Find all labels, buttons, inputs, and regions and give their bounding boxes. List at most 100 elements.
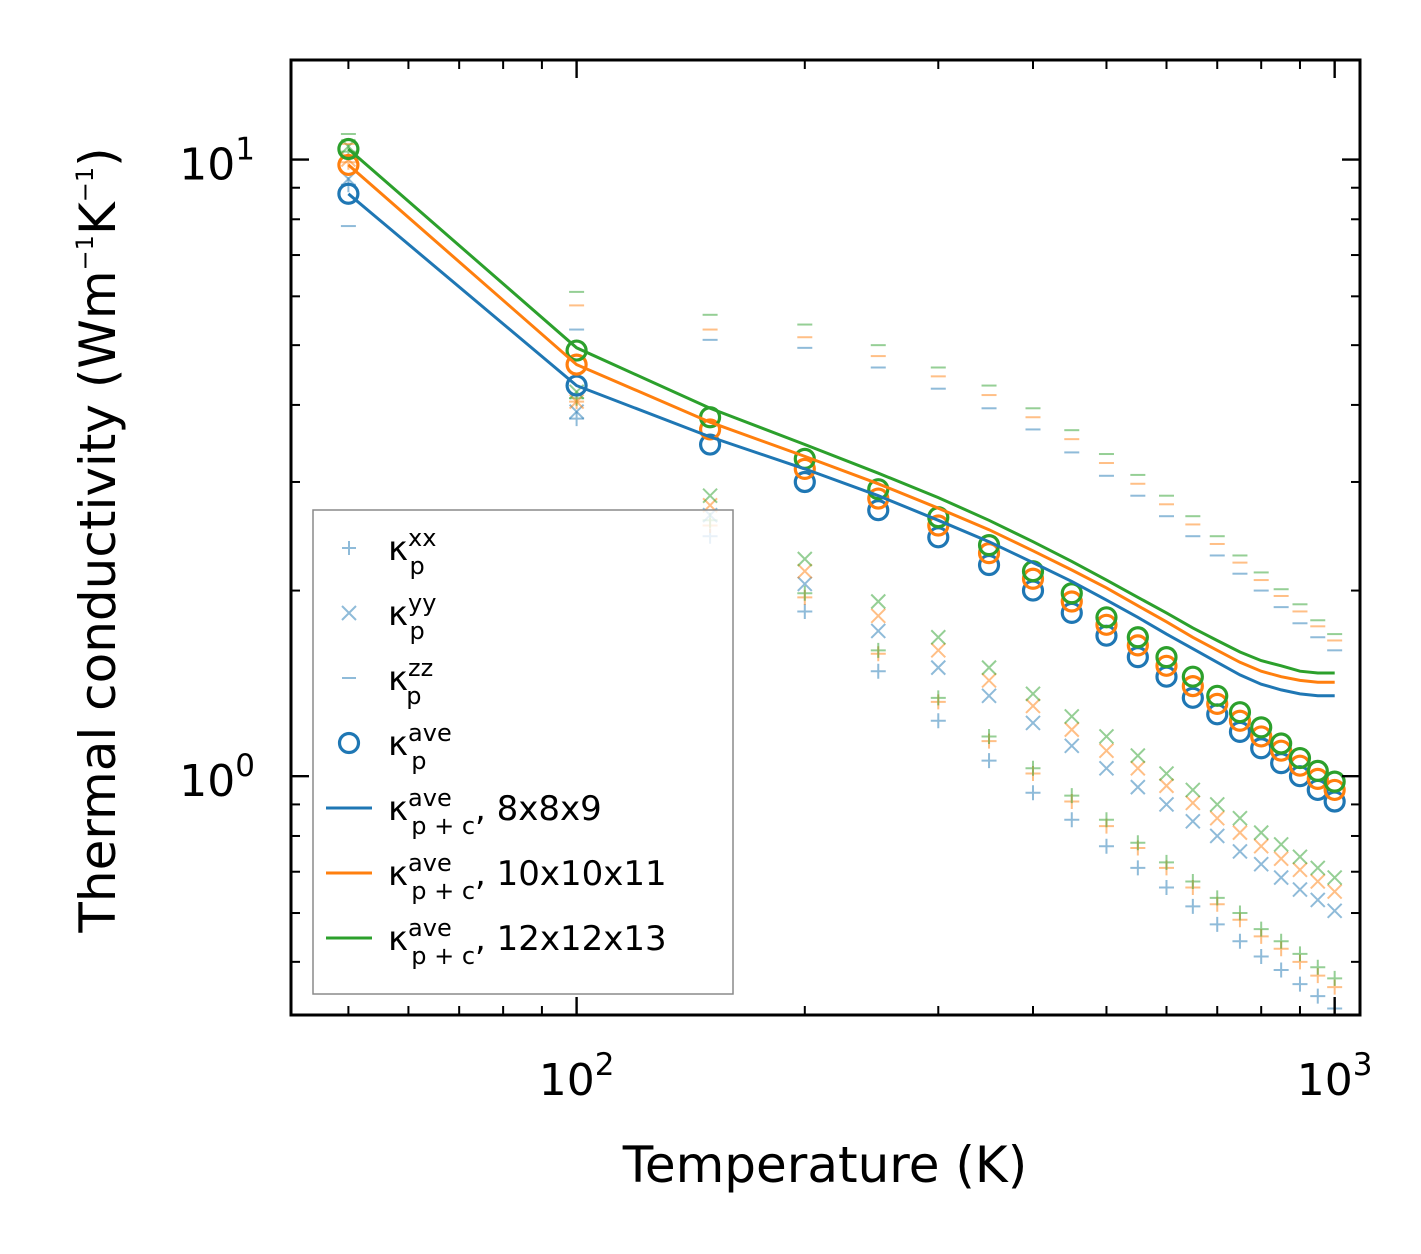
point-kxx-8x8x9 bbox=[870, 663, 886, 679]
point-kave-12x12x13 bbox=[1095, 606, 1118, 629]
point-kave-12x12x13 bbox=[1060, 582, 1083, 605]
point-kave-12x12x13 bbox=[1181, 665, 1204, 688]
point-kave-8x8x9 bbox=[565, 374, 588, 397]
point-kyy-12x12x13 bbox=[930, 629, 946, 645]
point-kyy-10x10x11 bbox=[1064, 721, 1080, 738]
point-kave-12x12x13 bbox=[1306, 759, 1329, 783]
point-kyy-10x10x11 bbox=[1253, 838, 1269, 854]
point-kyy-8x8x9 bbox=[930, 659, 946, 676]
point-kyy-12x12x13 bbox=[1025, 686, 1041, 702]
point-kyy-8x8x9 bbox=[1158, 796, 1175, 813]
x-tick-label: 103 bbox=[1297, 1047, 1373, 1106]
y-tick-label: 100 bbox=[179, 748, 255, 807]
point-kyy-8x8x9 bbox=[797, 576, 813, 592]
point-kxx-8x8x9 bbox=[1232, 933, 1248, 949]
point-kave-10x10x11 bbox=[1270, 739, 1293, 762]
point-kave-10x10x11 bbox=[1228, 709, 1252, 732]
point-kxx-12x12x13 bbox=[1209, 890, 1225, 906]
point-kave-10x10x11 bbox=[1095, 613, 1118, 636]
point-kyy-8x8x9 bbox=[1310, 892, 1326, 908]
point-kyy-10x10x11 bbox=[1273, 850, 1289, 867]
point-kxx-8x8x9 bbox=[1025, 785, 1041, 801]
point-kxx-12x12x13 bbox=[1064, 788, 1080, 804]
point-kave-10x10x11 bbox=[1181, 674, 1204, 698]
point-kyy-8x8x9 bbox=[1064, 738, 1080, 754]
point-kyy-10x10x11 bbox=[870, 608, 886, 624]
point-kyy-12x12x13 bbox=[1310, 860, 1326, 876]
point-kxx-12x12x13 bbox=[1273, 933, 1289, 949]
point-kyy-8x8x9 bbox=[1292, 881, 1308, 898]
point-kxx-12x12x13 bbox=[1292, 946, 1308, 962]
point-kyy-12x12x13 bbox=[1185, 782, 1201, 798]
point-kxx-8x8x9 bbox=[1273, 962, 1289, 978]
point-kyy-12x12x13 bbox=[981, 659, 997, 676]
point-kave-10x10x11 bbox=[1323, 778, 1346, 802]
point-kyy-12x12x13 bbox=[1273, 836, 1289, 853]
point-kxx-8x8x9 bbox=[797, 603, 813, 619]
point-kave-10x10x11 bbox=[1250, 725, 1273, 748]
legend-marker-swatch bbox=[342, 541, 356, 555]
data-lines bbox=[347, 147, 1335, 698]
point-kave-10x10x11 bbox=[1126, 634, 1149, 657]
point-kave-12x12x13 bbox=[1250, 716, 1273, 739]
point-kyy-12x12x13 bbox=[1253, 824, 1269, 841]
point-kyy-12x12x13 bbox=[1130, 747, 1146, 764]
point-kxx-12x12x13 bbox=[981, 728, 997, 744]
point-kxx-12x12x13 bbox=[1185, 873, 1201, 889]
point-kxx-8x8x9 bbox=[1253, 949, 1269, 965]
legend-entry-label: κzz p bbox=[388, 654, 433, 710]
point-kyy-10x10x11 bbox=[981, 672, 997, 689]
point-kave-12x12x13 bbox=[1206, 684, 1229, 707]
legend-entry-label: κxx p bbox=[388, 524, 436, 580]
point-kave-8x8x9 bbox=[867, 499, 890, 522]
point-kyy-12x12x13 bbox=[1292, 849, 1308, 865]
x-tick-label: 102 bbox=[539, 1047, 615, 1106]
point-kyy-12x12x13 bbox=[702, 487, 718, 504]
point-kyy-10x10x11 bbox=[1292, 862, 1308, 878]
point-kave-10x10x11 bbox=[1021, 567, 1045, 590]
point-kyy-8x8x9 bbox=[1209, 828, 1225, 844]
point-kxx-8x8x9 bbox=[1185, 898, 1201, 914]
point-kyy-12x12x13 bbox=[1064, 708, 1080, 725]
point-kxx-12x12x13 bbox=[1158, 854, 1174, 870]
point-kxx-8x8x9 bbox=[1292, 976, 1308, 992]
point-kyy-10x10x11 bbox=[1130, 760, 1146, 776]
point-kyy-10x10x11 bbox=[1310, 873, 1326, 890]
point-kave-10x10x11 bbox=[977, 542, 1001, 565]
point-kyy-10x10x11 bbox=[1158, 778, 1175, 794]
x-axis-label: Temperature (K) bbox=[622, 1136, 1027, 1194]
point-kyy-8x8x9 bbox=[1326, 903, 1343, 919]
line-kpc-8x8x9 bbox=[347, 192, 1335, 698]
point-kyy-10x10x11 bbox=[797, 563, 813, 579]
point-kxx-8x8x9 bbox=[1310, 988, 1326, 1004]
point-kxx-8x8x9 bbox=[1098, 838, 1114, 854]
legend-entry-label: κave p + c, 8x8x9 bbox=[388, 784, 602, 840]
y-axis-label: Thermal conductivity (Wm−1K−1) bbox=[69, 147, 127, 933]
point-kave-10x10x11 bbox=[1306, 767, 1329, 790]
point-kxx-8x8x9 bbox=[1064, 812, 1080, 828]
point-kyy-10x10x11 bbox=[1326, 883, 1343, 900]
point-kyy-12x12x13 bbox=[1158, 765, 1175, 782]
point-kave-8x8x9 bbox=[1181, 686, 1204, 709]
point-kyy-8x8x9 bbox=[870, 623, 886, 639]
point-kxx-12x12x13 bbox=[1310, 959, 1326, 975]
point-kxx-8x8x9 bbox=[1130, 860, 1146, 876]
legend-entry-label: κave p + c, 12x12x13 bbox=[388, 914, 667, 970]
point-kave-12x12x13 bbox=[1228, 701, 1252, 724]
point-kyy-10x10x11 bbox=[1209, 810, 1225, 826]
point-kyy-8x8x9 bbox=[1185, 813, 1201, 830]
point-kxx-8x8x9 bbox=[930, 713, 946, 729]
point-kave-10x10x11 bbox=[1060, 590, 1083, 613]
plot-frame bbox=[289, 58, 1362, 1017]
point-kave-10x10x11 bbox=[698, 418, 722, 441]
point-kyy-10x10x11 bbox=[1098, 742, 1115, 759]
point-kxx-12x12x13 bbox=[1232, 905, 1248, 921]
point-kxx-12x12x13 bbox=[930, 690, 946, 706]
point-kyy-10x10x11 bbox=[1185, 795, 1201, 811]
point-kxx-8x8x9 bbox=[569, 411, 585, 427]
point-kxx-12x12x13 bbox=[870, 642, 886, 658]
point-kxx-8x8x9 bbox=[1209, 916, 1225, 932]
point-kave-10x10x11 bbox=[565, 353, 588, 376]
point-kave-8x8x9 bbox=[337, 182, 360, 205]
